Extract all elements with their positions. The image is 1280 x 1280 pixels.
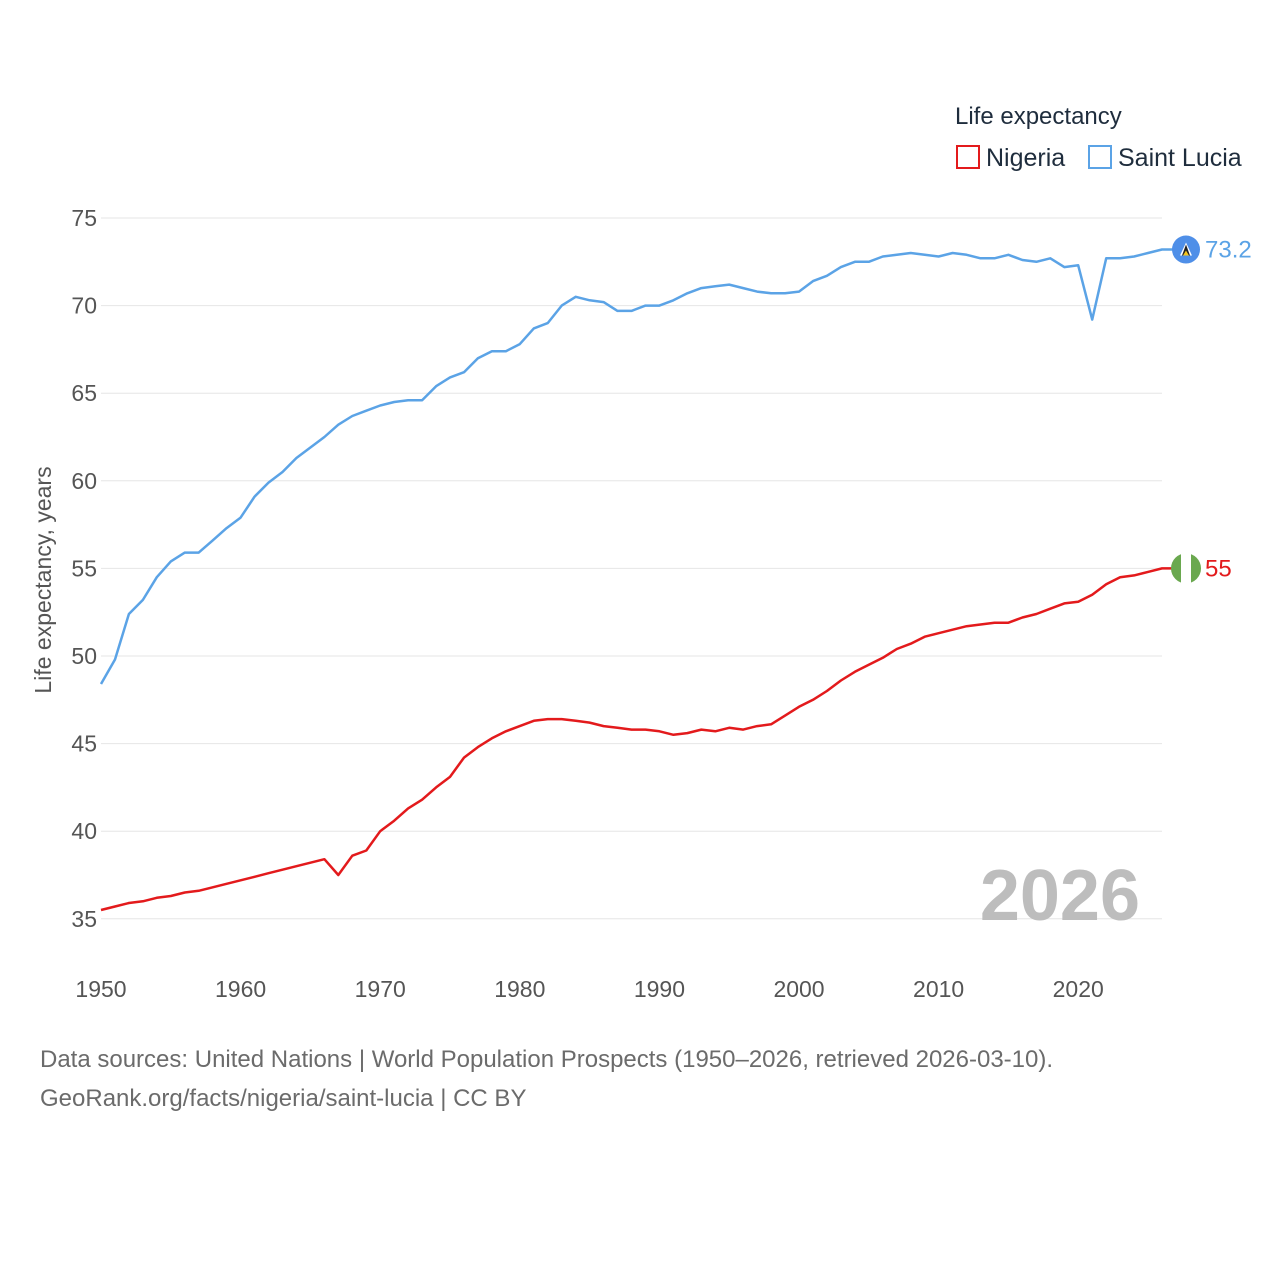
saint-lucia-end-value: 73.2	[1205, 237, 1252, 264]
life-expectancy-chart: 35 40 45 50 55 60 65 70 75 1950 1960 1970 1980 1990 2…	[30, 103, 1252, 1002]
y-tick-label: 75	[71, 205, 97, 231]
x-tick-label: 1950	[75, 976, 126, 1002]
series-line-saint-lucia	[99, 248, 1174, 685]
series-line-nigeria	[100, 567, 1174, 912]
y-tick-label: 70	[71, 293, 97, 319]
legend-swatch-saint-lucia	[1088, 145, 1112, 169]
x-tick-label: 1970	[355, 976, 406, 1002]
x-axis-ticks: 1950 1960 1970 1980 1990 2000 2010 2020	[75, 976, 1103, 1002]
footer: Data sources: United Nations | World Pop…	[40, 1040, 1053, 1118]
legend: Life expectancy Nigeria Saint Lucia	[955, 103, 1242, 172]
legend-title: Life expectancy	[955, 103, 1122, 130]
y-axis-ticks: 35 40 45 50 55 60 65 70 75	[71, 205, 97, 932]
data-sources-text: Data sources: United Nations | World Pop…	[40, 1046, 1054, 1073]
y-tick-label: 45	[71, 731, 97, 757]
x-tick-label: 1960	[215, 976, 266, 1002]
source-url-text: GeoRank.org/facts/nigeria/saint-lucia | …	[40, 1085, 527, 1112]
legend-label-saint-lucia: Saint Lucia	[1118, 144, 1242, 172]
y-tick-label: 50	[71, 643, 97, 669]
y-tick-label: 65	[71, 380, 97, 406]
x-tick-label: 2010	[913, 976, 964, 1002]
x-tick-label: 1990	[634, 976, 685, 1002]
y-tick-label: 35	[71, 906, 97, 932]
x-tick-label: 1980	[494, 976, 545, 1002]
year-watermark: 2026	[980, 856, 1140, 936]
nigeria-end-value: 55	[1205, 555, 1232, 582]
y-tick-label: 40	[71, 818, 97, 844]
gridlines	[101, 217, 1162, 920]
saint-lucia-flag-icon	[1172, 235, 1200, 264]
legend-swatch-nigeria	[956, 145, 980, 169]
x-tick-label: 2020	[1053, 976, 1104, 1002]
y-tick-label: 55	[71, 555, 97, 581]
y-axis-title: Life expectancy, years	[30, 466, 56, 693]
y-tick-label: 60	[71, 468, 97, 494]
x-tick-label: 2000	[773, 976, 824, 1002]
series-lines	[99, 248, 1174, 912]
legend-label-nigeria: Nigeria	[986, 144, 1065, 172]
nigeria-flag-icon	[1171, 553, 1201, 584]
